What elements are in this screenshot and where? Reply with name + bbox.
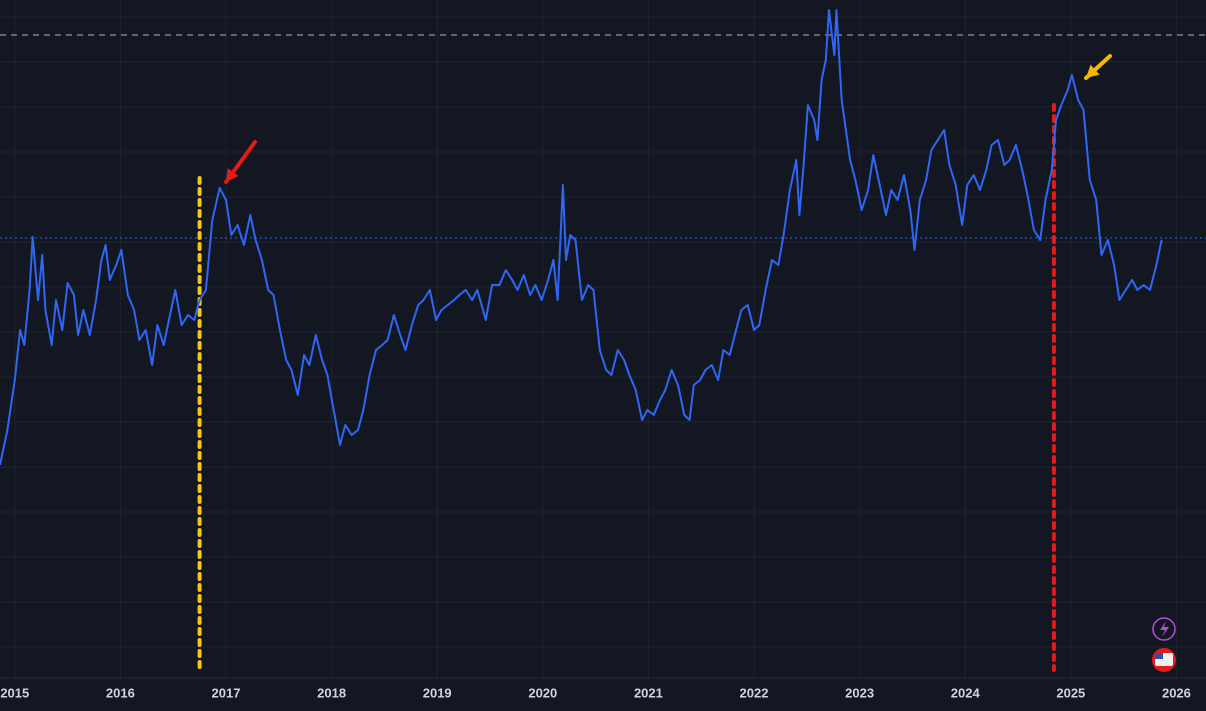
x-tick-label: 2016 bbox=[106, 685, 135, 700]
icon bbox=[1152, 617, 1176, 641]
x-tick-label: 2022 bbox=[740, 685, 769, 700]
annotation-arrowhead bbox=[1086, 64, 1100, 78]
annotation-arrowhead bbox=[226, 168, 239, 182]
x-tick-label: 2023 bbox=[845, 685, 874, 700]
x-tick-label: 2024 bbox=[951, 685, 981, 700]
x-tick-label: 2026 bbox=[1162, 685, 1191, 700]
x-tick-label: 2025 bbox=[1056, 685, 1085, 700]
x-tick-label: 2021 bbox=[634, 685, 663, 700]
x-tick-label: 2019 bbox=[423, 685, 452, 700]
x-tick-label: 2018 bbox=[317, 685, 346, 700]
x-tick-label: 2020 bbox=[528, 685, 557, 700]
data-line bbox=[0, 9, 1163, 466]
x-tick-label: 2017 bbox=[212, 685, 241, 700]
x-axis-strip bbox=[0, 678, 1206, 711]
icon bbox=[1155, 653, 1163, 659]
icon bbox=[1160, 621, 1169, 637]
x-tick-label: 2015 bbox=[0, 685, 29, 700]
